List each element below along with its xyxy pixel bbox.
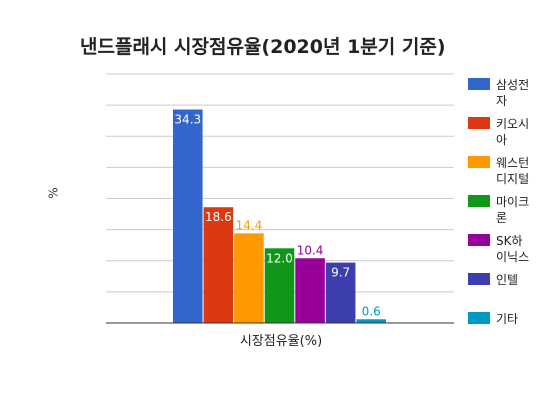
- legend-swatch: [468, 78, 490, 90]
- legend-label: SK하 이닉스: [496, 234, 529, 264]
- legend-swatch: [468, 195, 490, 207]
- data-label: 0.6: [362, 304, 381, 318]
- bar: [325, 262, 356, 323]
- data-label: 10.4: [297, 243, 324, 257]
- bar: [234, 233, 264, 323]
- legend-swatch: [468, 117, 490, 129]
- data-labels: 34.3 18.6 14.4 12.0 10.4 9.7 0.6: [174, 112, 380, 318]
- legend-label: 인텔: [496, 273, 518, 287]
- legend-label: 키오시 아: [496, 117, 529, 147]
- legend-label: 삼성전 자: [496, 78, 529, 108]
- bar: [264, 248, 295, 323]
- data-label: 9.7: [331, 266, 350, 280]
- data-label: 12.0: [266, 251, 293, 265]
- data-label: 18.6: [205, 210, 232, 224]
- bar: [356, 319, 386, 323]
- chart-title: 낸드플래시 시장점유율(2020년 1분기 기준): [80, 36, 446, 58]
- legend-label: 웨스턴 디지털: [496, 156, 529, 186]
- bar: [173, 109, 203, 323]
- legend-swatch: [468, 312, 490, 324]
- legend-swatch: [468, 234, 490, 246]
- bar: [203, 207, 234, 323]
- legend-swatch: [468, 273, 490, 285]
- data-label: 14.4: [236, 218, 263, 232]
- x-axis-label: 시장점유율(%): [240, 334, 322, 349]
- bar: [295, 258, 325, 323]
- legend-label: 마이크 론: [496, 195, 529, 225]
- legend-swatch: [468, 156, 490, 168]
- data-label: 34.3: [174, 112, 201, 126]
- bars: [173, 109, 386, 323]
- legend-label: 기타: [496, 312, 518, 326]
